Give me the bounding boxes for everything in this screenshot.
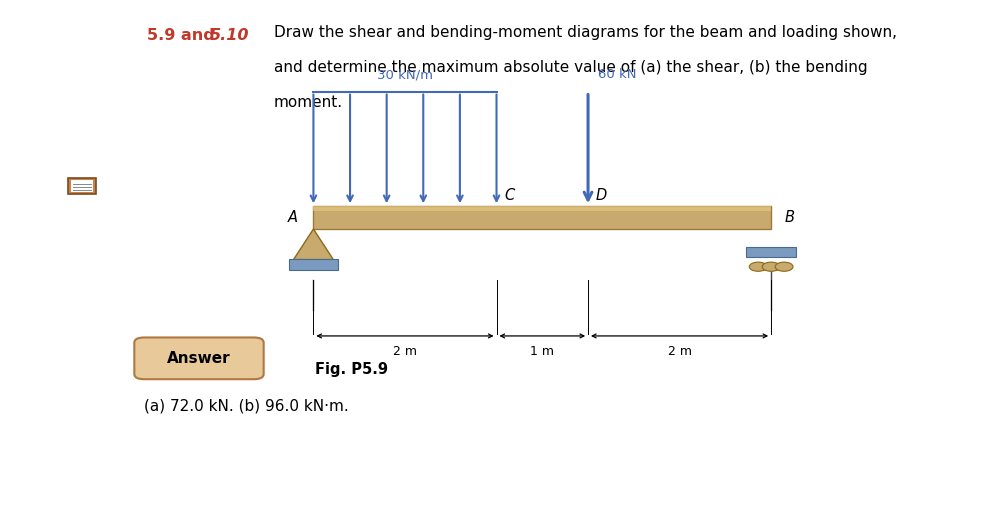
Bar — [313, 206, 770, 229]
Text: A: A — [287, 210, 297, 225]
Bar — [288, 259, 338, 270]
FancyBboxPatch shape — [134, 337, 263, 379]
Circle shape — [774, 262, 792, 271]
Text: C: C — [504, 188, 514, 203]
Bar — [71, 180, 92, 192]
Circle shape — [761, 262, 779, 271]
Bar — [68, 178, 95, 194]
Text: 5.10: 5.10 — [210, 28, 249, 43]
Bar — [746, 247, 795, 257]
Text: 1 m: 1 m — [530, 345, 554, 358]
Text: 60 kN: 60 kN — [597, 68, 636, 81]
Text: 2 m: 2 m — [667, 345, 691, 358]
Text: 5.9 and: 5.9 and — [147, 28, 221, 43]
Text: Draw the shear and bending-moment diagrams for the beam and loading shown,: Draw the shear and bending-moment diagra… — [273, 25, 896, 40]
Bar — [313, 206, 770, 211]
Text: D: D — [595, 188, 606, 203]
Text: moment.: moment. — [273, 95, 342, 109]
Text: and determine the maximum absolute value of (a) the shear, (b) the bending: and determine the maximum absolute value… — [273, 60, 867, 75]
Text: Answer: Answer — [167, 351, 231, 366]
Circle shape — [748, 262, 766, 271]
Text: (a) 72.0 kN. (b) 96.0 kN·m.: (a) 72.0 kN. (b) 96.0 kN·m. — [144, 399, 349, 413]
Polygon shape — [293, 229, 333, 260]
Text: B: B — [784, 210, 794, 225]
Text: 2 m: 2 m — [393, 345, 416, 358]
Text: 30 kN/m: 30 kN/m — [377, 68, 432, 81]
Text: Fig. P5.9: Fig. P5.9 — [315, 362, 388, 377]
